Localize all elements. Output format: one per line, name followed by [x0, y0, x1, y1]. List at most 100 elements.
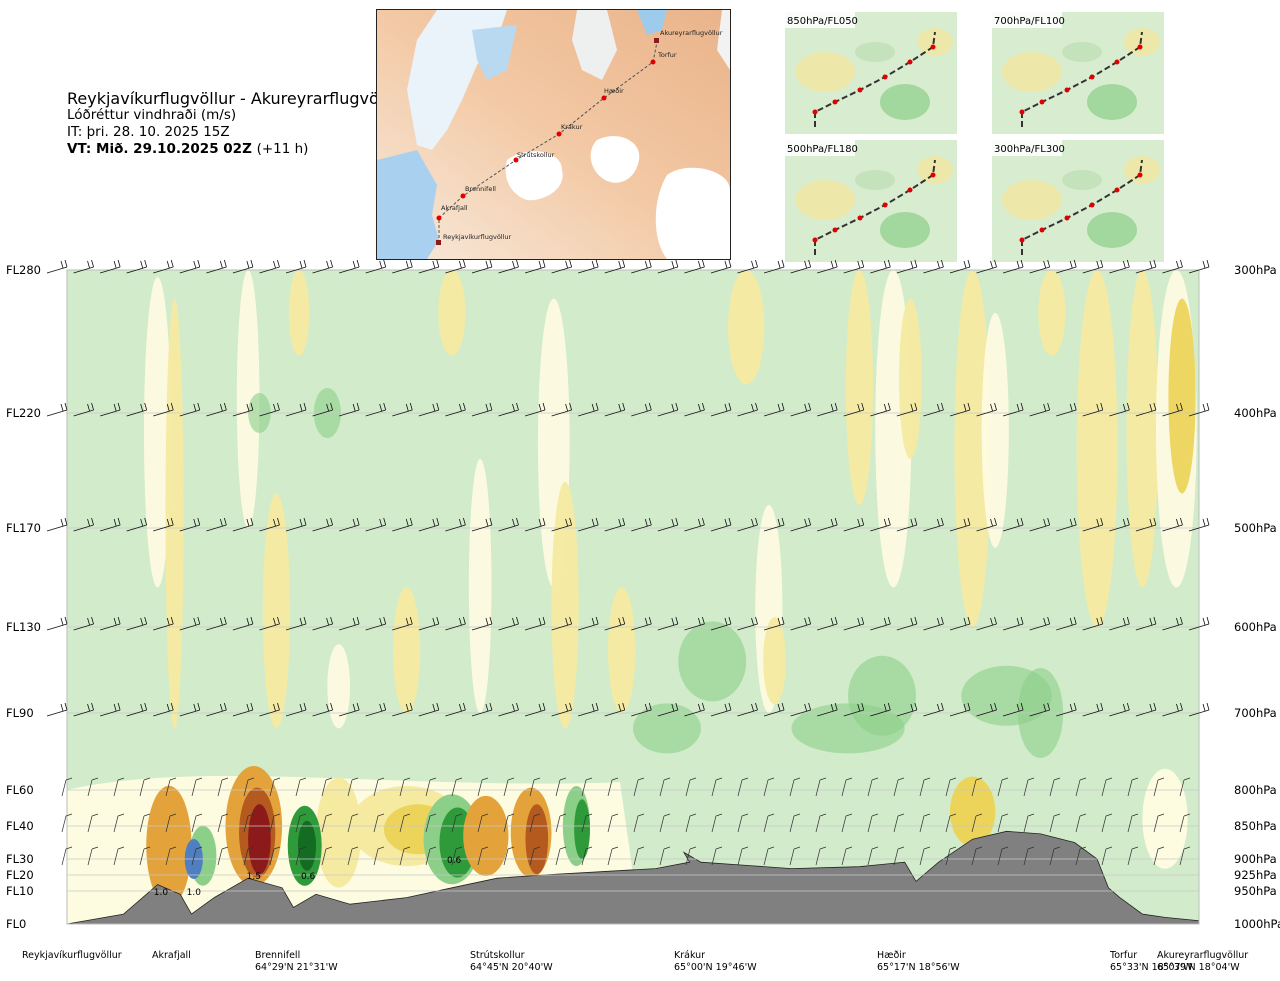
wind-barb: [945, 813, 957, 833]
wind-barb: [503, 777, 515, 797]
wind-barb: [578, 517, 599, 532]
wind-barb: [498, 702, 519, 717]
wind-barb: [711, 846, 723, 866]
wind-barb: [46, 616, 68, 631]
pressure-level-label: 600hPa: [1234, 620, 1277, 634]
wind-barb: [503, 813, 515, 833]
wind-barb: [524, 402, 546, 417]
thumbnail-label: 850hPa/FL050: [787, 16, 858, 27]
wind-barb: [153, 702, 174, 717]
wind-barb: [165, 846, 177, 866]
wind-barb: [126, 259, 148, 274]
wind-barb: [896, 402, 918, 417]
wind-barb: [1101, 813, 1113, 833]
wind-barb: [126, 517, 148, 532]
level-thumbnail: 700hPa/FL100: [992, 12, 1164, 134]
wind-barb: [896, 702, 918, 717]
wind-barb: [657, 259, 679, 274]
wind-barb: [1188, 517, 1210, 532]
wind-barb: [365, 616, 387, 631]
pressure-level-label: 500hPa: [1234, 521, 1277, 535]
wind-barb: [165, 777, 177, 797]
station-label: Reykjavíkurflugvöllur: [22, 950, 122, 962]
wind-barb: [1135, 402, 1157, 417]
wind-barb: [232, 402, 254, 417]
wind-barb: [763, 702, 785, 717]
wind-barb: [1002, 616, 1024, 631]
station-coordinate: 65°00'N 19°46'W: [674, 962, 757, 973]
wind-barb: [604, 402, 626, 417]
wind-barb: [1127, 777, 1139, 797]
wind-barb: [139, 813, 151, 833]
wind-barb: [399, 813, 411, 833]
wind-barb: [763, 616, 785, 631]
wind-barb: [285, 616, 307, 631]
wind-barb: [1109, 402, 1130, 417]
wind-barb: [46, 259, 68, 274]
wind-barb: [581, 777, 593, 797]
wind-barb: [1179, 846, 1191, 866]
wind-barb: [347, 846, 359, 866]
wind-band: [288, 270, 310, 356]
wind-barb: [1109, 702, 1130, 717]
wind-barb: [1075, 777, 1087, 797]
wind-barb: [1056, 402, 1077, 417]
wind-barb: [1109, 259, 1130, 274]
wind-barb: [737, 259, 758, 274]
wind-barb: [425, 846, 437, 866]
pressure-level-label: 925hPa: [1234, 868, 1277, 882]
wind-barb: [1179, 813, 1191, 833]
wind-barb: [659, 846, 671, 866]
initial-time: IT: þri. 28. 10. 2025 15Z: [67, 124, 230, 140]
wind-barb: [949, 259, 971, 274]
station-label: Akrafjall: [152, 950, 191, 962]
wind-barb: [373, 777, 385, 797]
wind-barb: [896, 616, 918, 631]
station-coordinate: 64°29'N 21°31'W: [255, 962, 338, 973]
wind-barb: [373, 813, 385, 833]
wind-barb: [165, 813, 177, 833]
lowlevel-cell: [525, 804, 549, 875]
wind-barb: [477, 813, 489, 833]
wind-barb: [206, 517, 227, 532]
wind-barb: [896, 517, 918, 532]
wind-barb: [471, 517, 493, 532]
wind-barb: [529, 777, 541, 797]
wind-barb: [139, 846, 151, 866]
lowlevel-cell: [949, 776, 996, 847]
wind-barb: [817, 616, 838, 631]
station-name: Krákur: [674, 950, 706, 961]
wind-barb: [919, 846, 931, 866]
wind-band: [763, 617, 786, 705]
level-thumbnail: 300hPa/FL300: [992, 140, 1164, 262]
wind-barb: [206, 402, 227, 417]
wind-barb: [269, 846, 281, 866]
wind-barb: [285, 702, 307, 717]
wind-barb: [607, 846, 619, 866]
wind-barb: [339, 517, 360, 532]
wind-barb: [841, 813, 853, 833]
wind-barb: [445, 402, 466, 417]
wind-barb: [684, 259, 705, 274]
wind-barb: [710, 616, 732, 631]
wind-barb: [657, 702, 679, 717]
wind-barb: [1101, 846, 1113, 866]
wind-barb: [763, 259, 785, 274]
level-thumbnail: 500hPa/FL180: [785, 140, 957, 262]
wind-barb: [604, 517, 626, 532]
wind-barb: [339, 702, 360, 717]
map-label-strutskollur: Strútskollur: [517, 151, 555, 159]
wind-barb: [657, 517, 679, 532]
wind-barb: [893, 777, 905, 797]
wind-band: [954, 270, 991, 627]
wind-barb: [711, 813, 723, 833]
wind-barb: [73, 402, 94, 417]
wind-barb: [551, 402, 572, 417]
wind-barb: [1075, 846, 1087, 866]
wind-barb: [684, 702, 705, 717]
wind-barb: [285, 517, 307, 532]
wind-barb: [1188, 259, 1210, 274]
map-label-brennifell: Brennifell: [465, 185, 496, 193]
wind-barb: [339, 259, 360, 274]
wind-barb: [1002, 517, 1024, 532]
